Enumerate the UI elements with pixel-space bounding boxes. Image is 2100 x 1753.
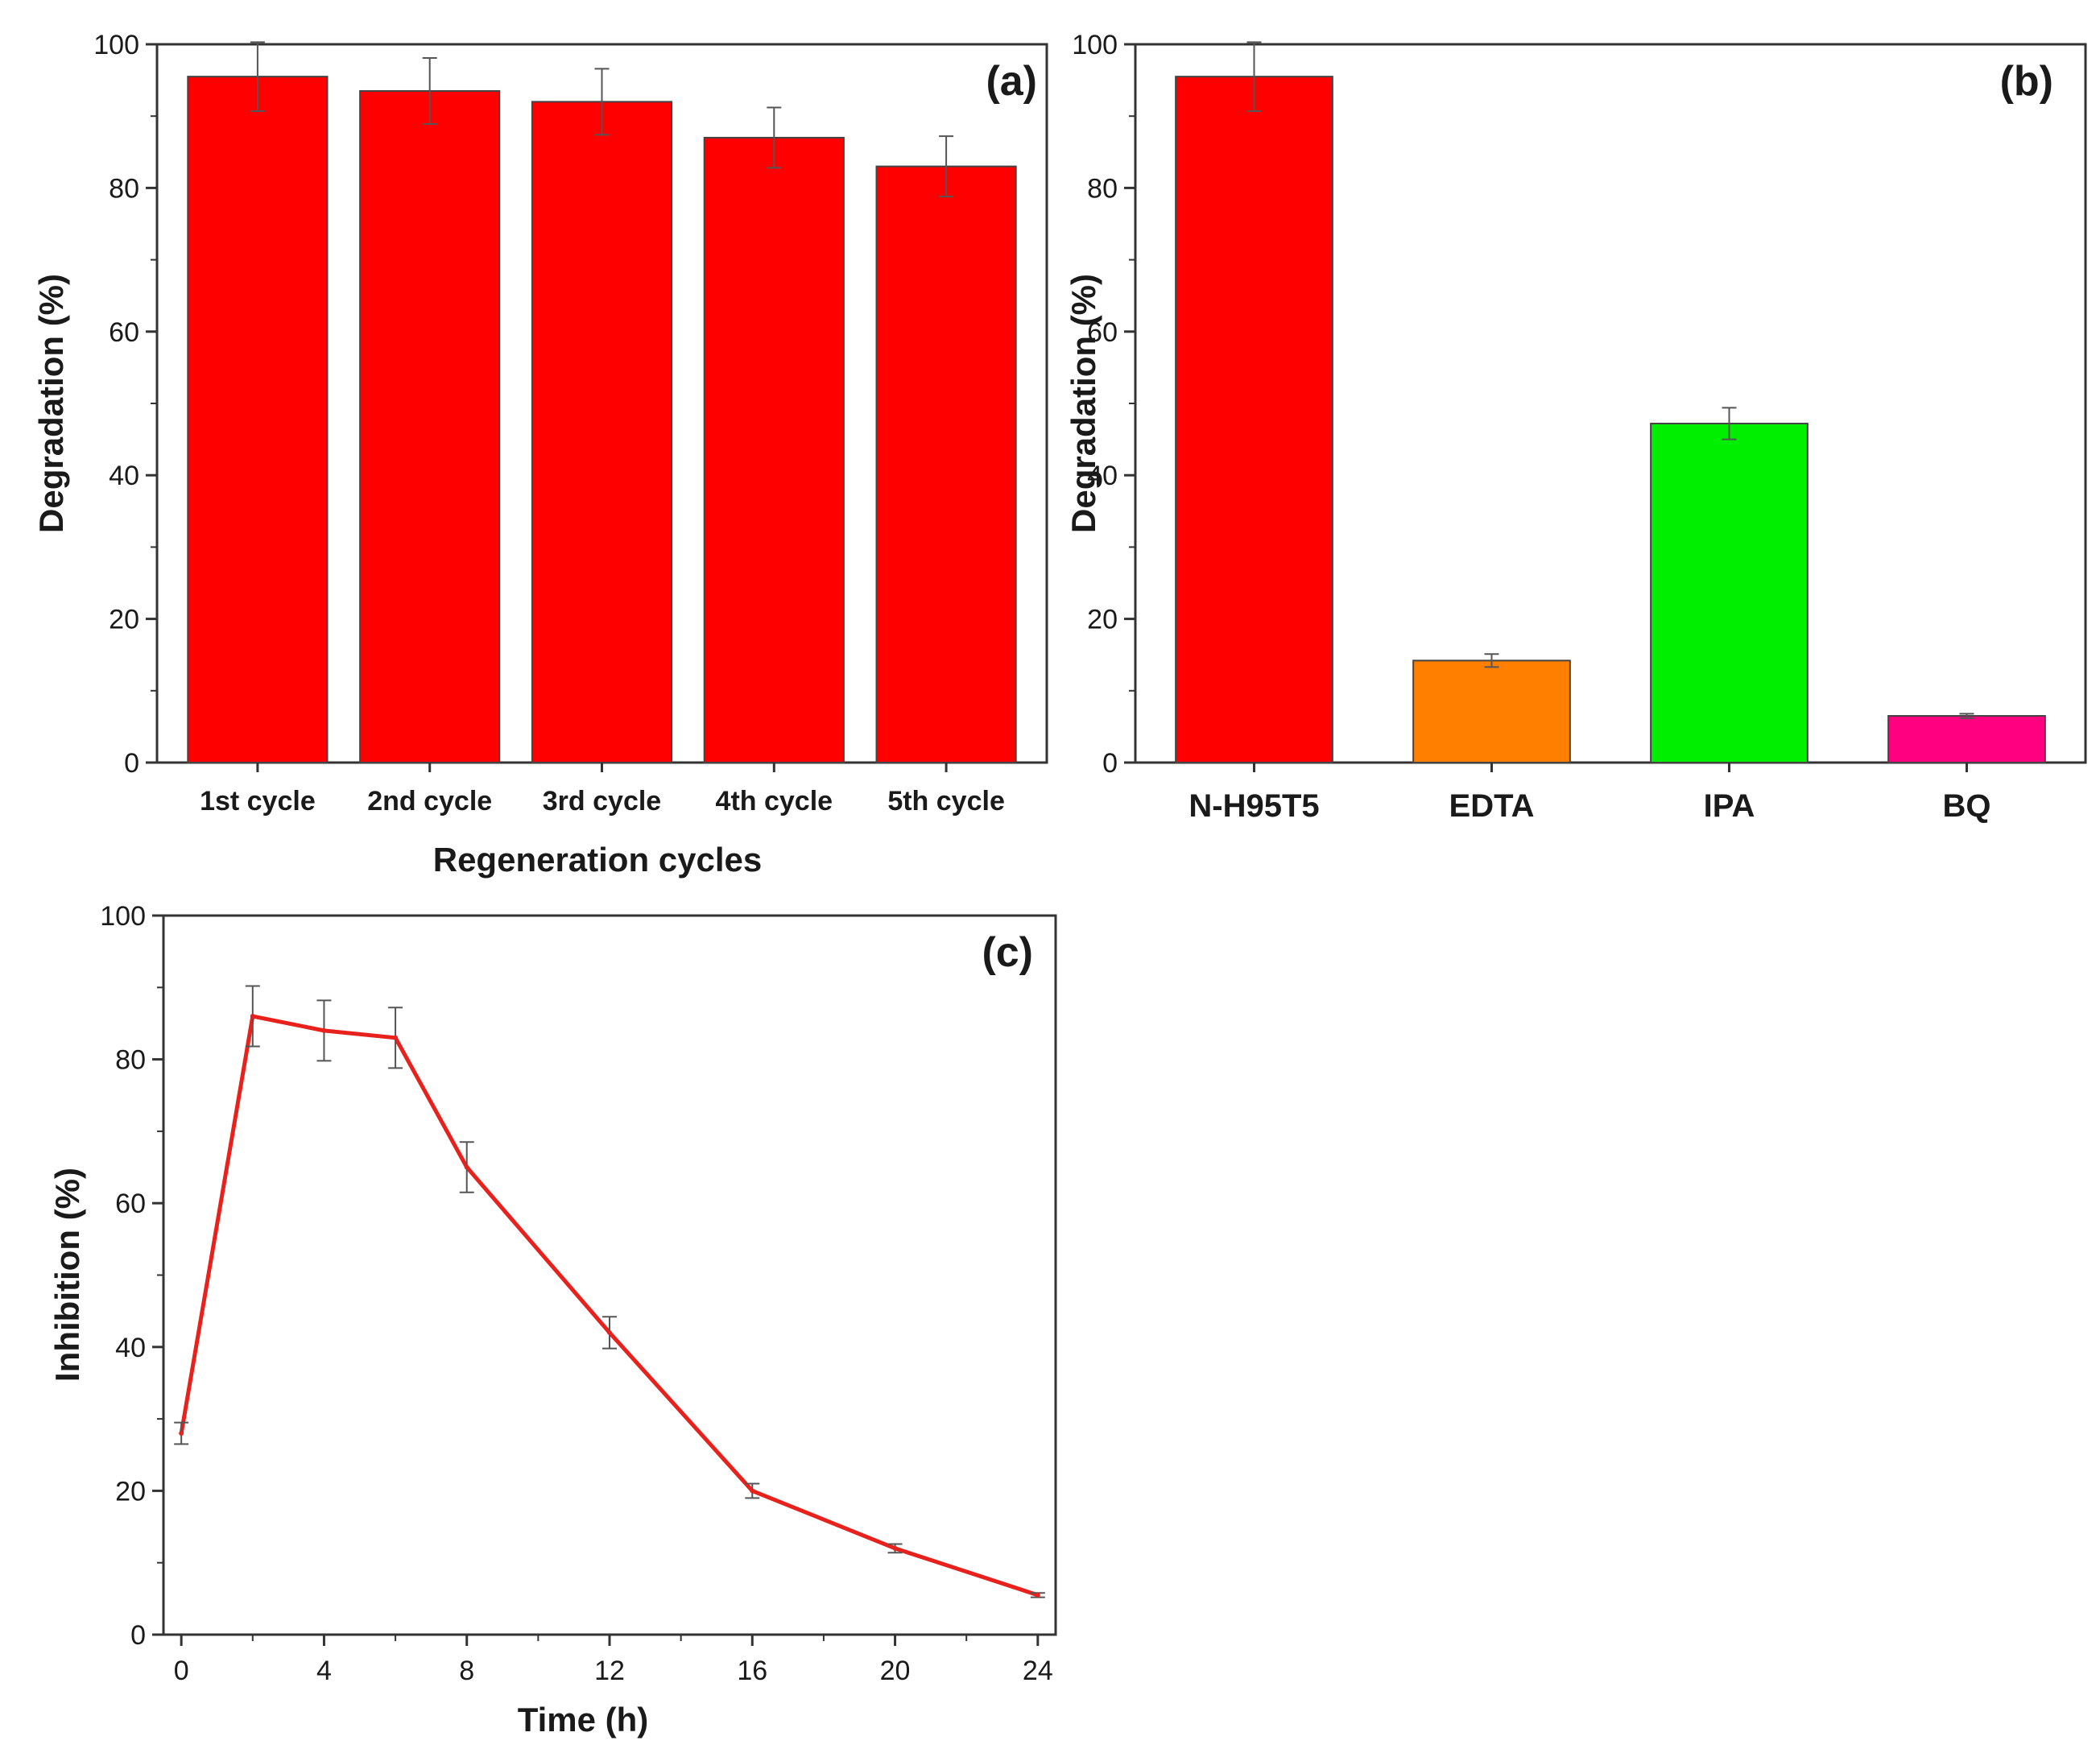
a-bar: [359, 89, 501, 764]
c-ytick-label: 80: [115, 1045, 146, 1076]
b-bar: [1887, 715, 2046, 764]
chart-a: 0 20 40 60 80 100 1st cycle 2nd cycle 3rd cycle…: [32, 30, 1048, 879]
a-ytick-label: 0: [124, 748, 139, 779]
a-category-label: 4th cycle: [716, 786, 833, 817]
a-bar: [703, 136, 845, 763]
a-ytick-label: 100: [93, 30, 139, 60]
c-data-point: [393, 1035, 399, 1040]
c-data-point: [607, 1329, 612, 1335]
chart-c-plot: 0 20 40 60 80 100 0 4 8 12 16 20 24: [100, 901, 1057, 1686]
a-category-label: 5th cycle: [887, 786, 1005, 817]
c-data-point: [321, 1027, 327, 1033]
c-data-point: [464, 1164, 469, 1170]
c-ytick-label: 0: [130, 1620, 146, 1651]
a-ytick-label: 40: [109, 461, 139, 491]
a-ytick-label: 80: [109, 173, 139, 204]
b-category-label: BQ: [1943, 788, 1991, 824]
a-bar: [875, 165, 1017, 763]
b-ytick-label: 60: [1087, 317, 1118, 348]
a-ytick-label: 60: [109, 317, 139, 348]
chart-c-panel-label: (c): [982, 929, 1033, 976]
a-ytick-label: 20: [109, 605, 139, 635]
chart-a-panel-label: (a): [986, 58, 1037, 105]
b-ytick-label: 0: [1102, 748, 1118, 779]
chart-a-ylabel: Degradation (%): [32, 274, 70, 533]
c-xtick-label: 8: [459, 1656, 474, 1686]
chart-c-xlabel: Time (h): [518, 1701, 649, 1739]
c-ytick-label: 60: [115, 1189, 146, 1219]
c-data-point: [250, 1014, 255, 1019]
chart-c-ylabel: Inhibition (%): [48, 1168, 86, 1382]
b-ytick-label: 40: [1087, 461, 1118, 491]
b-bar: [1650, 422, 1809, 763]
c-ytick-label: 40: [115, 1333, 146, 1363]
b-bar: [1175, 76, 1333, 763]
c-xtick-label: 24: [1023, 1656, 1053, 1686]
c-xtick-label: 20: [880, 1656, 911, 1686]
c-xtick-label: 16: [737, 1656, 767, 1686]
c-data-point: [892, 1545, 898, 1551]
chart-b-ylabel: Degradation (%): [1064, 274, 1102, 533]
chart-a-plot: 0 20 40 60 80 100 1st cycle 2nd cycle 3rd cycle…: [93, 30, 1048, 817]
chart-b-panel-label: (b): [2000, 58, 2053, 105]
b-category-label: IPA: [1704, 788, 1755, 824]
a-bar: [187, 76, 329, 763]
b-bar: [1412, 659, 1571, 763]
c-data-point: [1035, 1592, 1040, 1598]
c-data-point: [179, 1430, 184, 1436]
a-category-label: 1st cycle: [200, 786, 316, 817]
c-ytick-label: 100: [100, 901, 146, 932]
c-xtick-label: 12: [594, 1656, 625, 1686]
c-xtick-label: 4: [316, 1656, 332, 1686]
a-category-label: 2nd cycle: [367, 786, 492, 817]
chart-b: 0 20 40 60 80 100 N-H95T5 EDTA IPA BQ Degradatio…: [1064, 30, 2087, 824]
c-xtick-label: 0: [174, 1656, 189, 1686]
b-ytick-label: 20: [1087, 605, 1118, 635]
a-bar: [531, 101, 673, 764]
b-category-label: EDTA: [1449, 788, 1535, 824]
b-ytick-label: 100: [1072, 30, 1118, 60]
c-ytick-label: 20: [115, 1476, 146, 1507]
c-data-point: [750, 1488, 755, 1494]
c-series-line: [179, 1014, 1039, 1598]
chart-a-xlabel: Regeneration cycles: [433, 841, 763, 879]
b-ytick-label: 80: [1087, 173, 1118, 204]
b-category-label: N-H95T5: [1188, 788, 1319, 824]
a-category-label: 3rd cycle: [543, 786, 661, 817]
chart-b-plot: 0 20 40 60 80 100 N-H95T5 EDTA IPA BQ: [1072, 30, 2087, 824]
